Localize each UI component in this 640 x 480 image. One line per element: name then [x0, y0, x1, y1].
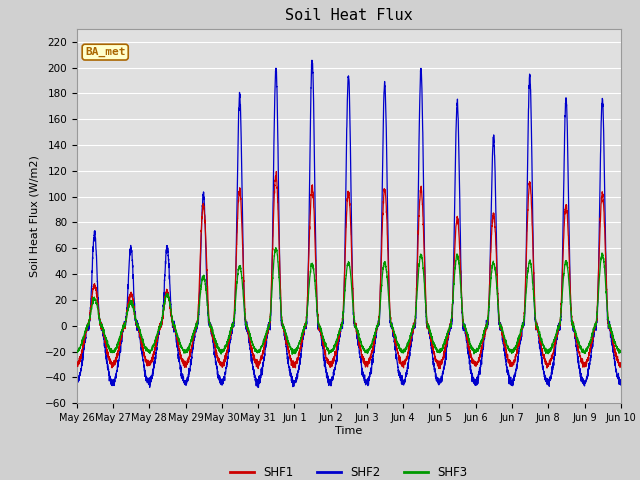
- Text: BA_met: BA_met: [85, 47, 125, 57]
- X-axis label: Time: Time: [335, 426, 362, 436]
- Title: Soil Heat Flux: Soil Heat Flux: [285, 9, 413, 24]
- Y-axis label: Soil Heat Flux (W/m2): Soil Heat Flux (W/m2): [29, 155, 40, 277]
- Legend: SHF1, SHF2, SHF3: SHF1, SHF2, SHF3: [225, 461, 472, 480]
